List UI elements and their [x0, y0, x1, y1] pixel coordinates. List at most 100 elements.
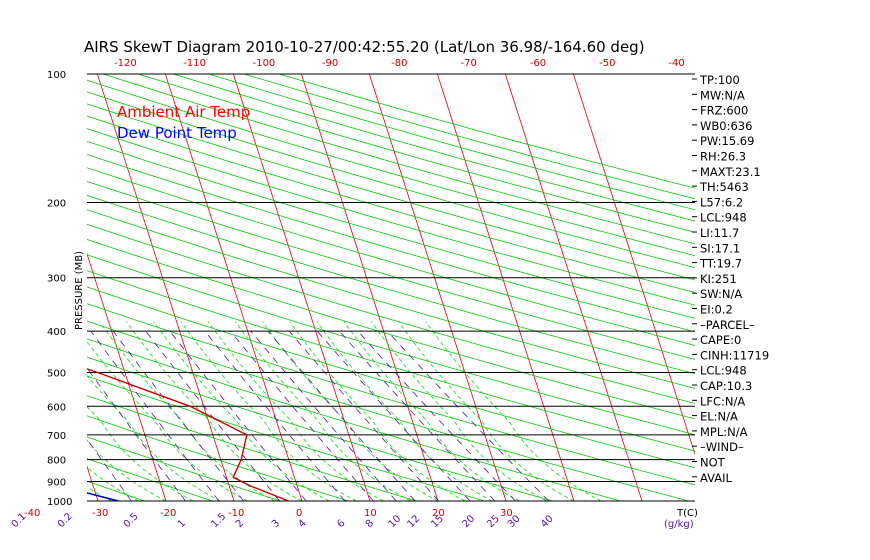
pressure-tick-label: 1000: [47, 497, 72, 508]
pressure-tick-label: 800: [47, 456, 66, 467]
pressure-tick-label: 100: [47, 70, 66, 81]
index-label: TH:5463: [699, 180, 749, 194]
moist-adiabat-line: [343, 321, 520, 501]
mixing-ratio-label: 0.2: [56, 511, 75, 530]
pressure-tick-label: 600: [47, 402, 66, 413]
mixing-ratio-line: [357, 330, 516, 501]
index-label: LI:11.7: [700, 226, 739, 240]
isotherm-line: [164, 74, 303, 501]
dry-adiabat-line: [87, 415, 349, 501]
index-label: MPL:N/A: [700, 425, 748, 439]
pressure-tick-label: 500: [47, 368, 66, 379]
dry-adiabat-line: [87, 223, 695, 404]
dry-adiabat-line: [87, 209, 695, 389]
dry-adiabat-line: [87, 286, 695, 469]
pressure-tick-label: 700: [47, 431, 66, 442]
pressure-tick-label: 400: [47, 327, 66, 338]
index-label: SI:17.1: [700, 241, 740, 255]
mixing-ratio-line: [0, 331, 65, 501]
mixing-ratio-label: 12: [406, 513, 423, 530]
bottom-temp-tick-label: 0: [296, 508, 302, 519]
moist-adiabat-line: [370, 321, 547, 501]
moist-adiabat-line: [87, 467, 139, 501]
mixing-ratio-unit: (g/kg): [664, 519, 694, 530]
moist-adiabat-line: [87, 406, 194, 501]
mixing-ratio-label: 10: [387, 513, 404, 530]
isotherm-line: [368, 74, 507, 501]
isotherm-line: [96, 74, 235, 501]
index-label: LCL:948: [700, 211, 747, 225]
top-temp-tick-label: -80: [391, 58, 407, 69]
dry-adiabat-line: [87, 140, 695, 319]
mixing-ratio-line: [87, 438, 132, 501]
index-label: –WIND–: [700, 440, 744, 454]
index-label: CINH:11719: [700, 348, 769, 362]
dry-adiabat-line: [0, 74, 9, 501]
dry-adiabat-line: [208, 74, 695, 211]
dry-adiabat-line: [173, 74, 695, 222]
bottom-temp-tick-label: 10: [364, 508, 377, 519]
mixing-ratio-label: 2: [234, 518, 246, 530]
y-axis-label: PRESSURE (MB): [74, 251, 85, 330]
dry-adiabat-line: [87, 375, 485, 501]
mixing-ratio-label: 8: [364, 518, 376, 530]
moist-adiabat-line: [126, 321, 303, 501]
dry-adiabat-line: [102, 74, 695, 245]
mixing-ratio-label: 20: [460, 513, 477, 530]
dry-adiabat-line: [87, 91, 695, 269]
moist-adiabat-line: [316, 321, 493, 501]
pressure-tick-label: 300: [47, 274, 66, 285]
index-label: TT:19.7: [699, 257, 742, 271]
moist-adiabat-line: [234, 321, 411, 501]
dry-adiabat-line: [87, 79, 695, 257]
isotherm-line: [300, 74, 439, 501]
dry-adiabat-line: [87, 154, 695, 333]
moist-adiabat-line: [153, 321, 330, 501]
legend-dew-point-temp: Dew Point Temp: [117, 124, 237, 142]
dry-adiabat-line: [87, 303, 695, 486]
bottom-temp-tick-label: 20: [432, 508, 445, 519]
moist-adiabat-line: [425, 321, 602, 501]
mixing-ratio-line: [90, 330, 220, 501]
dry-adiabat-line: [87, 436, 281, 501]
dry-adiabat-line: [87, 270, 695, 452]
isotherm-line: [0, 74, 30, 501]
mixing-ratio-line: [0, 331, 19, 501]
isotherm-line: [504, 74, 643, 501]
mixing-ratio-line: [288, 330, 440, 501]
top-temp-tick-label: -90: [322, 58, 338, 69]
dry-adiabat-line: [87, 180, 695, 360]
moist-adiabat-line: [398, 321, 575, 501]
bottom-temp-tick-label: 30: [500, 508, 513, 519]
dry-adiabat-line: [87, 320, 689, 501]
moist-adiabat-line: [87, 439, 167, 501]
mixing-ratio-label: 6: [335, 518, 347, 530]
pressure-tick-label: 900: [47, 477, 66, 488]
top-temp-tick-label: -40: [668, 58, 684, 69]
index-label: EI:0.2: [700, 303, 733, 317]
dry-adiabat-line: [87, 338, 621, 501]
isotherm-line: [572, 74, 695, 456]
mixing-ratio-label: 1: [176, 518, 188, 530]
top-temp-tick-label: -100: [253, 58, 276, 69]
moist-adiabat-line: [289, 321, 466, 501]
legend-ambient-air-temp: Ambient Air Temp: [117, 103, 250, 121]
dry-adiabat-line: [87, 115, 695, 293]
index-label: L57:6.2: [700, 195, 743, 209]
dry-adiabat-line: [87, 238, 695, 420]
dry-adiabat-line: [87, 128, 695, 306]
dry-adiabat-line: [87, 194, 695, 375]
mixing-ratio-label: 1.5: [209, 511, 228, 530]
top-temp-tick-label: -50: [599, 58, 615, 69]
dry-adiabat-line: [87, 458, 213, 501]
index-label: CAP:10.3: [700, 379, 752, 393]
index-label: PW:15.69: [700, 134, 754, 148]
index-label: –PARCEL–: [700, 318, 755, 332]
x-axis-label: T(C): [676, 508, 698, 519]
mixing-ratio-line: [169, 330, 307, 501]
chart-legend: Ambient Air Temp Dew Point Temp: [117, 103, 250, 142]
dry-adiabat-line: [87, 103, 695, 281]
index-label: MW:N/A: [700, 88, 745, 102]
